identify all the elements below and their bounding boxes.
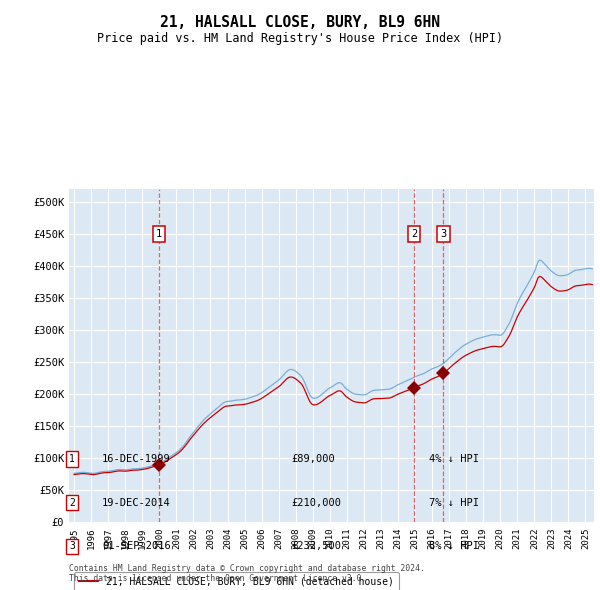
Text: 4% ↓ HPI: 4% ↓ HPI bbox=[429, 454, 479, 464]
Text: £232,500: £232,500 bbox=[291, 542, 341, 551]
Legend: 21, HALSALL CLOSE, BURY, BL9 6HN (detached house), HPI: Average price, detached : 21, HALSALL CLOSE, BURY, BL9 6HN (detach… bbox=[74, 572, 398, 590]
Text: 1: 1 bbox=[155, 229, 162, 239]
Text: 2: 2 bbox=[411, 229, 418, 239]
Text: 3: 3 bbox=[440, 229, 446, 239]
Text: 2: 2 bbox=[69, 498, 75, 507]
Text: 8% ↓ HPI: 8% ↓ HPI bbox=[429, 542, 479, 551]
Text: 7% ↓ HPI: 7% ↓ HPI bbox=[429, 498, 479, 507]
Text: 3: 3 bbox=[69, 542, 75, 551]
Text: £210,000: £210,000 bbox=[291, 498, 341, 507]
Text: Price paid vs. HM Land Registry's House Price Index (HPI): Price paid vs. HM Land Registry's House … bbox=[97, 32, 503, 45]
Text: 01-SEP-2016: 01-SEP-2016 bbox=[102, 542, 171, 551]
Text: 19-DEC-2014: 19-DEC-2014 bbox=[102, 498, 171, 507]
Text: Contains HM Land Registry data © Crown copyright and database right 2024.
This d: Contains HM Land Registry data © Crown c… bbox=[69, 563, 425, 583]
Text: 21, HALSALL CLOSE, BURY, BL9 6HN: 21, HALSALL CLOSE, BURY, BL9 6HN bbox=[160, 15, 440, 30]
Text: 16-DEC-1999: 16-DEC-1999 bbox=[102, 454, 171, 464]
Text: £89,000: £89,000 bbox=[291, 454, 335, 464]
Text: 1: 1 bbox=[69, 454, 75, 464]
